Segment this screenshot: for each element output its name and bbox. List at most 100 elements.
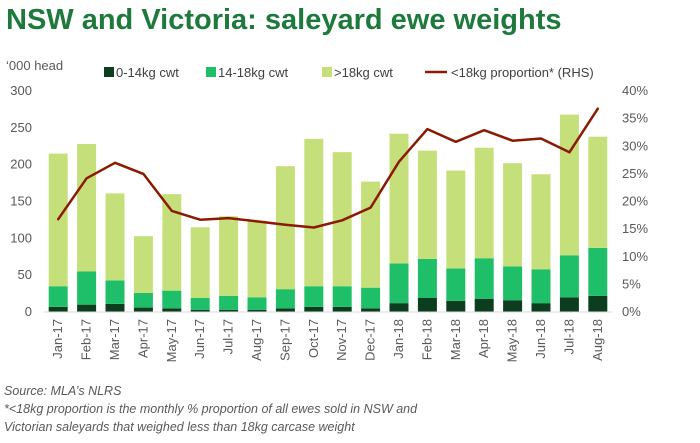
- bar-segment: [361, 308, 381, 312]
- bar-segment: [446, 170, 466, 269]
- bar-segment: [162, 308, 182, 312]
- bar-segment: [446, 300, 466, 312]
- x-axis: Jan-17 Feb-17 Mar-17 Apr-17 May-17 Jun-17 Jul-…: [50, 319, 605, 362]
- bar-segment: [105, 280, 125, 304]
- y-tick-label-right: 25%: [622, 166, 648, 181]
- bar-segment: [48, 306, 68, 312]
- y-tick-label-right: 0%: [622, 304, 641, 319]
- bar-segment: [389, 263, 409, 304]
- x-tick-label: Nov-17: [334, 319, 349, 361]
- y-tick-label-right: 40%: [622, 83, 648, 98]
- bar-segment: [275, 308, 295, 312]
- bar-segment: [474, 258, 494, 299]
- proportion-line: [56, 107, 600, 229]
- bar-segment: [389, 303, 409, 312]
- bar-segment: [275, 166, 295, 290]
- bar-segment: [559, 255, 579, 298]
- y-tick-label-right: 5%: [622, 276, 641, 291]
- x-tick-label: Jun-17: [192, 319, 207, 359]
- y-tick-label-left: 300: [10, 83, 32, 98]
- bar-segment: [304, 306, 324, 312]
- footnote-line-2: Victorian saleyards that weighed less th…: [4, 420, 355, 434]
- legend-label: 0-14kg cwt: [116, 65, 179, 80]
- y-tick-label-right: 35%: [622, 111, 648, 126]
- x-tick-label: Mar-17: [107, 319, 122, 360]
- bar-segment: [190, 309, 210, 312]
- bar-segment: [559, 297, 579, 312]
- bar-segment: [588, 247, 608, 296]
- legend-label: 14-18kg cwt: [218, 65, 288, 80]
- bar-segment: [275, 289, 295, 309]
- bar-segment: [48, 286, 68, 307]
- bar-segment: [417, 150, 437, 259]
- bar-segment: [417, 298, 437, 312]
- x-tick-label: Mar-18: [448, 319, 463, 360]
- legend-swatch: [322, 67, 332, 77]
- x-tick-label: Apr-18: [476, 319, 491, 358]
- x-tick-label: Oct-17: [306, 319, 321, 358]
- x-tick-label: Aug-17: [249, 319, 264, 361]
- legend-swatch: [206, 67, 216, 77]
- bar-segment: [361, 287, 381, 309]
- x-tick-label: Aug-18: [590, 319, 605, 361]
- y-tick-label-right: 10%: [622, 249, 648, 264]
- x-tick-label: Jul-18: [561, 319, 576, 354]
- bar-segment: [247, 220, 267, 298]
- legend-swatch: [104, 67, 114, 77]
- x-tick-label: Feb-18: [419, 319, 434, 360]
- bar-segment: [588, 136, 608, 248]
- bar-segment: [559, 114, 579, 256]
- y-axis-title: ‘000 head: [6, 58, 63, 73]
- footnote-line-1: *<18kg proportion is the monthly % propo…: [4, 402, 418, 416]
- y-axis-right: 0% 5% 10% 15% 20% 25% 30% 35% 40%: [622, 83, 648, 319]
- bar-segment: [503, 163, 523, 267]
- bar-segment: [162, 290, 182, 309]
- x-tick-label: Sep-17: [277, 319, 292, 361]
- bar-segment: [332, 306, 352, 312]
- x-tick-label: Jan-17: [50, 319, 65, 359]
- x-tick-label: Jul-17: [221, 319, 236, 354]
- bar-segment: [446, 268, 466, 301]
- line-series-group: [56, 107, 600, 229]
- y-tick-label-left: 200: [10, 157, 32, 172]
- bar-segment: [474, 298, 494, 312]
- bar-segment: [133, 292, 153, 308]
- bar-segment: [162, 194, 182, 291]
- bar-segment: [417, 258, 437, 299]
- bar-segment: [247, 297, 267, 310]
- x-tick-label: Dec-17: [363, 319, 378, 361]
- bar-segment: [219, 309, 239, 312]
- bar-segment: [105, 303, 125, 312]
- bar-segment: [588, 295, 608, 312]
- x-tick-label: May-17: [164, 319, 179, 362]
- y-tick-label-left: 250: [10, 120, 32, 135]
- bar-segment: [190, 227, 210, 299]
- x-tick-label: Feb-17: [79, 319, 94, 360]
- bar-segment: [531, 303, 551, 312]
- bar-segment: [247, 309, 267, 312]
- bar-segment: [503, 300, 523, 312]
- bar-segment: [219, 216, 239, 296]
- x-tick-label: Jan-18: [391, 319, 406, 359]
- y-axis-left: 0 50 100 150 200 250 300: [10, 83, 32, 319]
- bar-segment: [531, 174, 551, 270]
- y-tick-label-left: 100: [10, 230, 32, 245]
- y-tick-label-right: 20%: [622, 194, 648, 209]
- legend: 0-14kg cwt 14-18kg cwt >18kg cwt <18kg prop…: [104, 65, 594, 80]
- bar-segment: [105, 193, 125, 281]
- legend-label: <18kg proportion* (RHS): [451, 65, 594, 80]
- y-tick-label-left: 0: [25, 304, 32, 319]
- source-note: Source: MLA’s NLRS: [4, 384, 122, 398]
- x-tick-label: Apr-17: [135, 319, 150, 358]
- bar-segment: [190, 298, 210, 310]
- bar-segment: [332, 286, 352, 307]
- legend-label: >18kg cwt: [334, 65, 393, 80]
- bar-segment: [133, 307, 153, 312]
- bar-segment: [531, 269, 551, 304]
- bar-segment: [77, 304, 97, 312]
- bar-group: [48, 114, 608, 312]
- x-tick-label: Jun-18: [533, 319, 548, 359]
- bar-segment: [219, 295, 239, 310]
- bar-segment: [474, 147, 494, 259]
